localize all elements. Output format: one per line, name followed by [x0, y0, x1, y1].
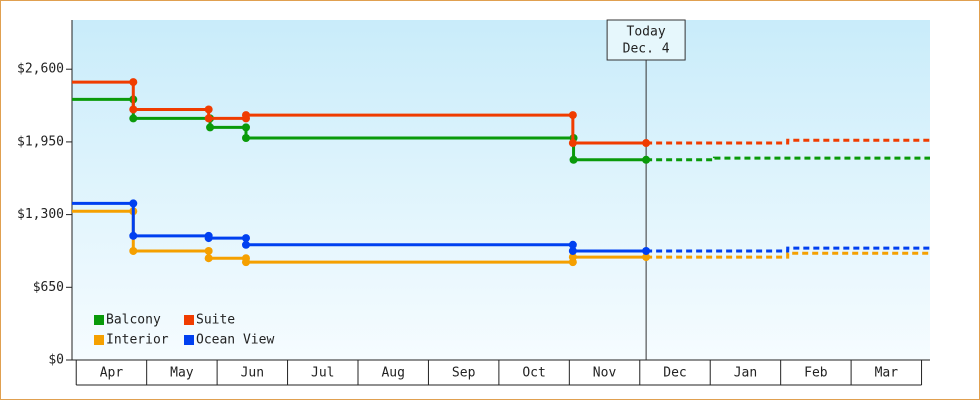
- x-tick-label: Jun: [241, 366, 264, 381]
- point: [129, 231, 138, 240]
- point: [204, 105, 213, 114]
- point: [241, 133, 250, 142]
- point: [642, 246, 651, 255]
- point: [204, 234, 213, 243]
- point: [241, 234, 250, 243]
- series-line: [72, 80, 647, 145]
- today-box: [606, 19, 686, 61]
- point: [568, 246, 577, 255]
- x-tick-label: Mar: [875, 366, 899, 381]
- point: [568, 139, 577, 148]
- point: [204, 246, 213, 255]
- point: [642, 155, 651, 164]
- legend-swatch: [184, 315, 194, 325]
- point: [129, 105, 138, 114]
- x-tick-label: Dec: [663, 366, 686, 381]
- legend-swatch: [184, 335, 194, 345]
- x-tick-label: Aug: [381, 366, 404, 381]
- legend-label: Interior: [106, 333, 169, 348]
- y-tick-label: $1,950: [17, 134, 64, 149]
- point: [642, 139, 651, 148]
- point: [129, 199, 138, 208]
- x-tick-label: Feb: [804, 366, 828, 381]
- point: [241, 123, 250, 132]
- point: [241, 111, 250, 120]
- x-tick-label: Nov: [593, 366, 617, 381]
- point: [204, 254, 213, 263]
- today-label: Dec. 4: [623, 42, 670, 57]
- point: [129, 78, 138, 87]
- point: [568, 240, 577, 249]
- x-tick-label: Apr: [100, 366, 124, 381]
- point: [642, 253, 651, 262]
- x-tick-label: Sep: [452, 366, 476, 381]
- forecast-line: [646, 138, 930, 145]
- point: [241, 240, 250, 249]
- legend-label: Suite: [196, 313, 235, 328]
- x-tick-label: Jan: [734, 366, 757, 381]
- forecast-line: [646, 246, 930, 253]
- legend-label: Ocean View: [196, 333, 274, 348]
- forecast-line: [646, 251, 930, 259]
- y-tick-label: $2,600: [17, 62, 64, 77]
- forecast-line: [646, 156, 930, 162]
- legend-swatch: [94, 315, 104, 325]
- point: [569, 155, 578, 164]
- point: [568, 111, 577, 120]
- point: [568, 253, 577, 262]
- point: [206, 123, 215, 132]
- legend-swatch: [94, 335, 104, 345]
- y-tick-label: $0: [48, 353, 64, 368]
- plot-area: [72, 20, 930, 360]
- x-tick-label: Jul: [311, 366, 334, 381]
- y-tick-label: $650: [33, 280, 64, 295]
- today-label: Today: [627, 25, 666, 40]
- x-tick-label: Oct: [522, 366, 545, 381]
- point: [129, 246, 138, 255]
- y-tick-label: $1,300: [17, 207, 64, 222]
- point: [241, 258, 250, 267]
- legend-label: Balcony: [106, 313, 161, 328]
- point: [204, 114, 213, 123]
- point: [129, 114, 138, 123]
- x-tick-label: May: [170, 366, 194, 381]
